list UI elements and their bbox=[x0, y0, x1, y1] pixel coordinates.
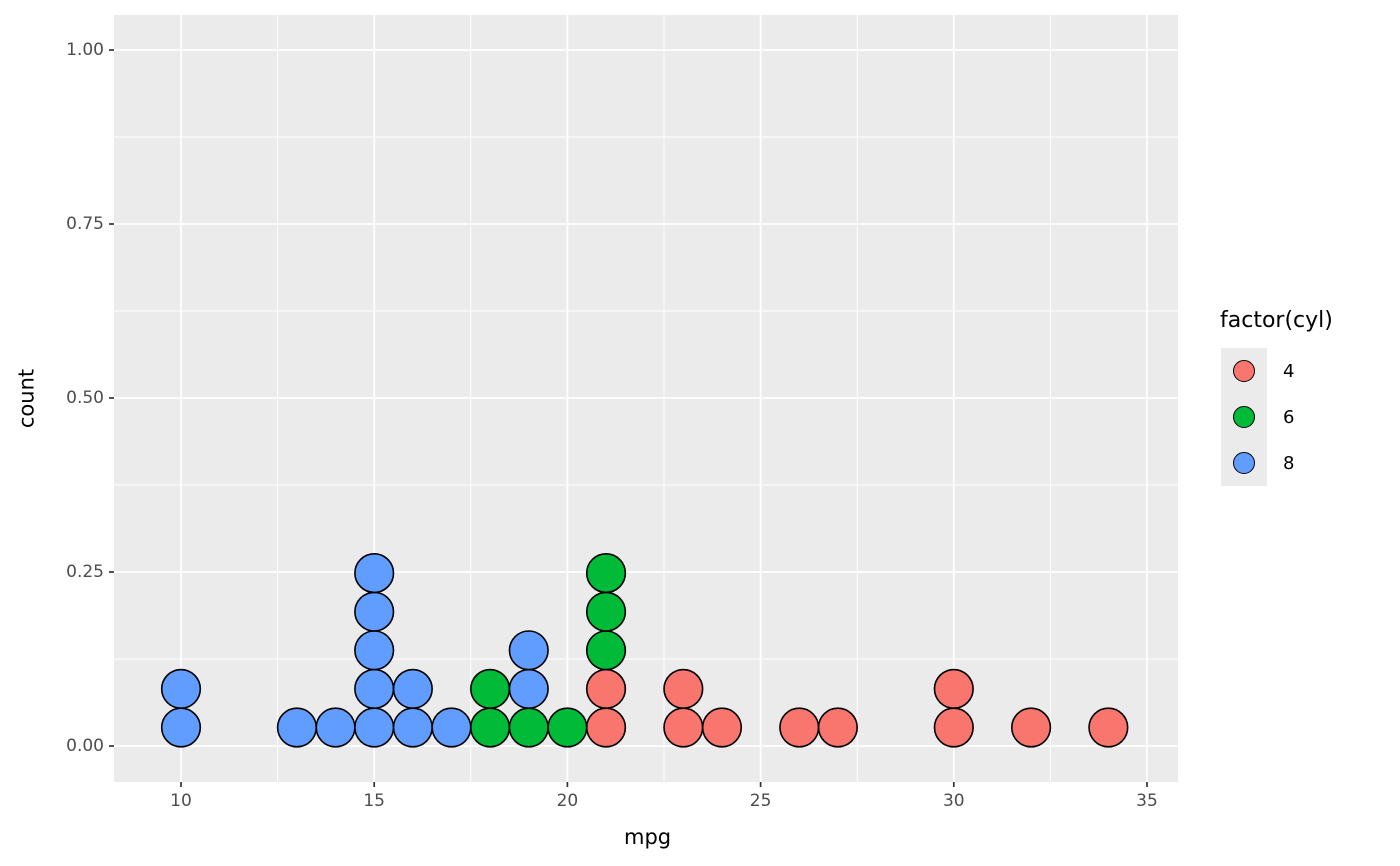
dot-cyl-8 bbox=[392, 668, 433, 710]
dot-cyl-8 bbox=[160, 668, 202, 710]
legend-entry-6: 6 bbox=[1220, 394, 1333, 440]
y-tick-label: 0.50 bbox=[66, 388, 104, 408]
legend-label: 6 bbox=[1283, 406, 1295, 428]
legend-keys: 4 6 8 bbox=[1220, 348, 1333, 486]
dot-cyl-4 bbox=[933, 707, 974, 748]
dot-cyl-6 bbox=[585, 591, 627, 632]
x-tick-label: 20 bbox=[556, 791, 579, 811]
dot-cyl-4 bbox=[701, 707, 743, 748]
dot-cyl-6 bbox=[585, 552, 627, 594]
dot-cyl-8 bbox=[354, 591, 395, 632]
dot-cyl-4 bbox=[663, 707, 704, 748]
dot-cyl-8 bbox=[431, 707, 472, 748]
dot-cyl-8 bbox=[392, 707, 433, 748]
legend-entry-8: 8 bbox=[1220, 440, 1333, 486]
x-tick-label: 10 bbox=[170, 791, 192, 811]
dot-cyl-6 bbox=[508, 707, 549, 748]
dot-cyl-8 bbox=[508, 630, 549, 671]
legend-title: factor(cyl) bbox=[1220, 308, 1333, 333]
dot-cyl-4 bbox=[585, 707, 627, 748]
dot-cyl-4 bbox=[585, 668, 627, 710]
dot-cyl-4 bbox=[1010, 707, 1052, 748]
dot-cyl-8 bbox=[354, 630, 395, 671]
legend-key-box bbox=[1221, 394, 1267, 440]
y-axis-title: count bbox=[14, 368, 39, 428]
dot-cyl-4 bbox=[817, 707, 858, 748]
dot-cyl-4 bbox=[779, 707, 820, 748]
y-tick-label: 0.00 bbox=[66, 736, 104, 756]
x-tick-label: 35 bbox=[1136, 791, 1158, 811]
legend: factor(cyl) 4 6 8 bbox=[1220, 308, 1333, 486]
dot-cyl-4 bbox=[1088, 707, 1129, 748]
legend-key-box bbox=[1221, 348, 1267, 394]
dot-cyl-8 bbox=[508, 668, 549, 710]
dot-cyl-6 bbox=[470, 707, 511, 748]
dot-cyl-6 bbox=[585, 630, 627, 671]
dot-cyl-8 bbox=[354, 707, 395, 748]
dot-cyl-8 bbox=[354, 552, 395, 594]
legend-label: 8 bbox=[1283, 452, 1295, 474]
dot-cyl-6 bbox=[470, 668, 511, 710]
legend-entry-4: 4 bbox=[1220, 348, 1333, 394]
dot-cyl-8 bbox=[276, 707, 318, 748]
legend-swatch-circle-icon bbox=[1233, 406, 1255, 428]
x-tick-label: 25 bbox=[749, 791, 772, 811]
x-tick-label: 15 bbox=[363, 791, 385, 811]
dot-cyl-8 bbox=[160, 707, 202, 748]
y-tick-label: 0.75 bbox=[66, 214, 104, 234]
legend-label: 4 bbox=[1283, 360, 1295, 382]
dot-cyl-4 bbox=[933, 668, 974, 710]
dot-cyl-8 bbox=[354, 668, 395, 710]
legend-swatch-circle-icon bbox=[1233, 452, 1255, 474]
x-tick-label: 30 bbox=[942, 791, 965, 811]
dot-cyl-8 bbox=[315, 707, 356, 748]
y-tick-label: 0.25 bbox=[66, 562, 104, 582]
dot-cyl-4 bbox=[663, 668, 704, 710]
legend-swatch-circle-icon bbox=[1233, 360, 1255, 382]
legend-key-box bbox=[1221, 440, 1267, 486]
x-axis-title: mpg bbox=[624, 825, 672, 849]
y-tick-label: 1.00 bbox=[66, 40, 104, 60]
dot-cyl-6 bbox=[547, 707, 588, 748]
